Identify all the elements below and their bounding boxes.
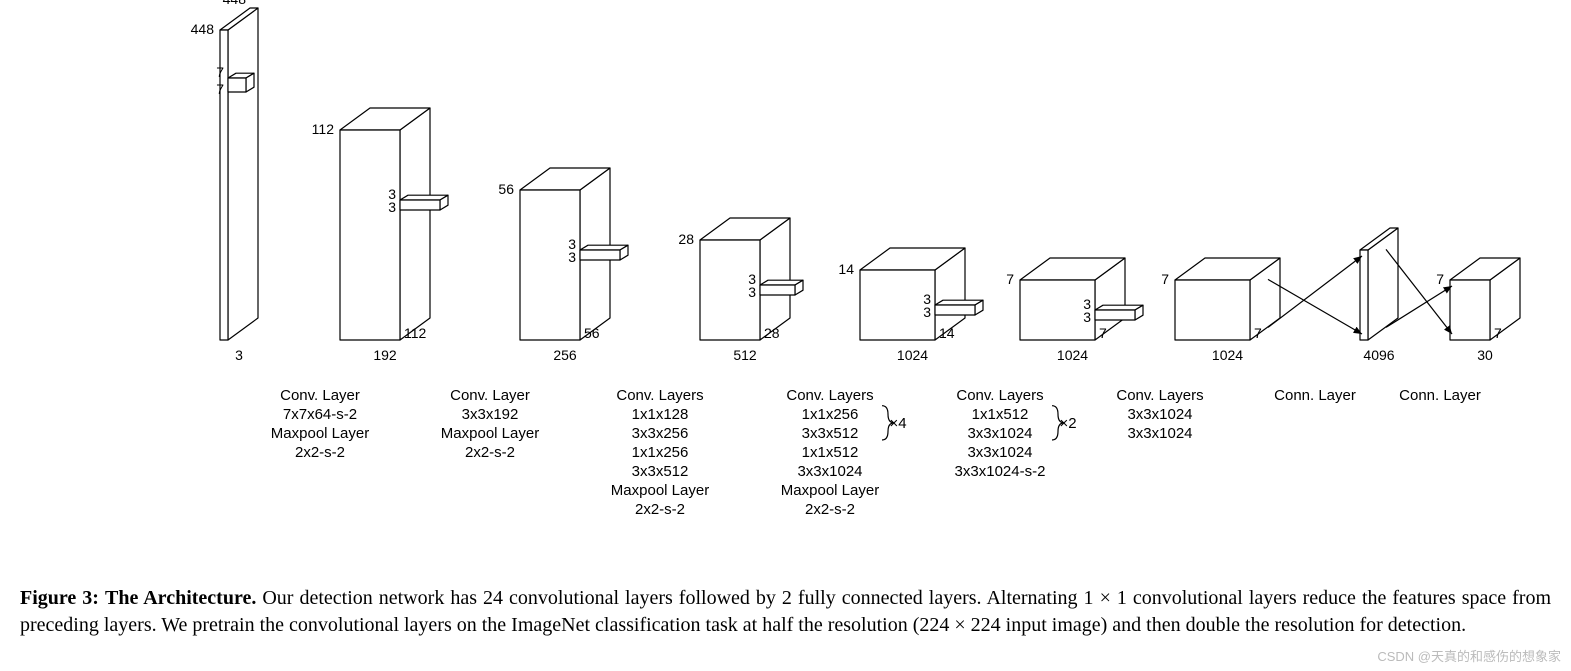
svg-text:448: 448 [191,21,215,37]
svg-text:2x2-s-2: 2x2-s-2 [295,444,345,461]
svg-text:1x1x512: 1x1x512 [802,444,859,461]
svg-text:56: 56 [498,181,514,197]
svg-text:1x1x256: 1x1x256 [802,406,859,423]
svg-text:3: 3 [923,291,931,307]
svg-text:3: 3 [748,271,756,287]
svg-text:2x2-s-2: 2x2-s-2 [805,501,855,518]
svg-text:4096: 4096 [1363,347,1394,363]
svg-text:28: 28 [764,325,780,341]
svg-text:3x3x1024: 3x3x1024 [967,444,1032,461]
svg-text:2x2-s-2: 2x2-s-2 [465,444,515,461]
svg-text:3x3x192: 3x3x192 [462,406,519,423]
svg-text:3x3x512: 3x3x512 [632,463,689,480]
svg-text:7: 7 [1161,271,1169,287]
svg-text:Maxpool Layer: Maxpool Layer [441,425,539,442]
svg-text:448: 448 [223,0,247,7]
svg-text:3: 3 [235,347,243,363]
svg-text:7: 7 [1006,271,1014,287]
svg-text:1x1x512: 1x1x512 [972,406,1029,423]
watermark: CSDN @天真的和感伤的想象家 [1377,646,1561,665]
svg-text:7: 7 [216,64,224,80]
svg-text:28: 28 [678,231,694,247]
svg-text:Maxpool Layer: Maxpool Layer [781,482,879,499]
svg-text:3x3x1024-s-2: 3x3x1024-s-2 [955,463,1046,480]
caption-label: Figure 3: [20,587,99,609]
svg-text:3x3x256: 3x3x256 [632,425,689,442]
svg-text:3: 3 [388,186,396,202]
svg-text:Conv. Layers: Conv. Layers [616,387,703,404]
svg-text:Conv. Layer: Conv. Layer [280,387,360,404]
svg-text:7: 7 [216,81,224,97]
svg-text:Conn. Layer: Conn. Layer [1274,387,1356,404]
svg-text:7: 7 [1099,325,1107,341]
svg-text:3x3x1024: 3x3x1024 [1127,406,1192,423]
svg-text:1024: 1024 [897,347,928,363]
svg-text:Maxpool Layer: Maxpool Layer [271,425,369,442]
svg-text:7: 7 [1436,271,1444,287]
svg-text:1x1x128: 1x1x128 [632,406,689,423]
svg-text:56: 56 [584,325,600,341]
svg-text:112: 112 [404,325,427,341]
svg-text:14: 14 [838,261,854,277]
svg-text:1024: 1024 [1057,347,1088,363]
svg-text:3x3x1024: 3x3x1024 [967,425,1032,442]
svg-text:3x3x512: 3x3x512 [802,425,859,442]
svg-text:Conv. Layer: Conv. Layer [450,387,530,404]
svg-text:3: 3 [1083,296,1091,312]
svg-text:30: 30 [1477,347,1493,363]
svg-text:3: 3 [568,236,576,252]
architecture-diagram: 4484483771121121923356562563328285123314… [0,0,1571,560]
svg-text:Conv. Layers: Conv. Layers [786,387,873,404]
svg-text:1024: 1024 [1212,347,1243,363]
svg-text:Conv. Layers: Conv. Layers [956,387,1043,404]
svg-text:7: 7 [1494,325,1502,341]
svg-text:Maxpool Layer: Maxpool Layer [611,482,709,499]
svg-text:256: 256 [553,347,577,363]
svg-text:3x3x1024: 3x3x1024 [797,463,862,480]
svg-text:3x3x1024: 3x3x1024 [1127,425,1192,442]
svg-text:Conv. Layers: Conv. Layers [1116,387,1203,404]
figure-caption: Figure 3: The Architecture. Our detectio… [20,585,1551,639]
svg-text:7: 7 [1254,325,1262,341]
svg-text:×2: ×2 [1059,415,1076,432]
svg-text:14: 14 [939,325,955,341]
svg-text:1x1x256: 1x1x256 [632,444,689,461]
svg-text:×4: ×4 [889,415,906,432]
svg-text:Conn. Layer: Conn. Layer [1399,387,1481,404]
caption-title: The Architecture. [105,587,256,609]
svg-text:112: 112 [312,121,335,137]
svg-text:512: 512 [733,347,757,363]
svg-text:192: 192 [373,347,397,363]
svg-text:2x2-s-2: 2x2-s-2 [635,501,685,518]
svg-text:7x7x64-s-2: 7x7x64-s-2 [283,406,357,423]
